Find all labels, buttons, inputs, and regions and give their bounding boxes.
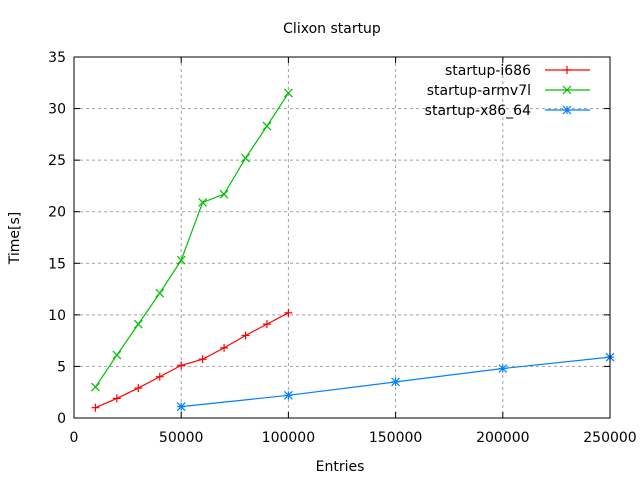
marker-stroke [219,189,229,199]
marker-stroke [176,402,186,412]
y-tick-label: 10 [48,308,66,324]
legend-marker [563,66,571,74]
marker-stroke [176,255,186,265]
data-point [112,350,122,360]
data-point [241,331,250,340]
chart-title: Clixon startup [283,21,381,37]
data-point [134,384,143,393]
plot-border [73,56,611,419]
data-point [241,153,250,163]
marker-stroke [283,390,293,400]
data-point [198,355,207,364]
data-point [498,364,508,373]
data-point [91,382,100,392]
marker-stroke [155,288,165,298]
y-tick-label: 0 [57,411,66,427]
data-point [112,394,121,403]
legend: startup-i686 startup-armv7l startup-x86_64 [425,63,590,119]
series-line [94,92,289,388]
marker-stroke [391,377,401,387]
marker-stroke [198,198,208,207]
data-point [262,121,272,131]
data-point [133,319,143,329]
data-point [91,403,100,412]
marker-stroke [283,88,293,98]
marker-stroke [112,350,122,360]
series-group [91,88,615,412]
data-point [177,361,186,370]
x-tick-label: 0 [70,430,79,446]
legend-label: startup-armv7l [427,83,531,99]
marker-stroke [91,382,100,392]
legend-marker [562,105,572,115]
y-tick-label: 20 [48,205,66,221]
y-tick-label: 15 [48,256,66,272]
data-point [176,255,186,265]
data-point [155,372,164,381]
marker-stroke [562,105,572,115]
data-point [219,189,229,199]
marker-stroke [262,121,272,131]
y-tick-label: 5 [57,359,66,375]
legend-label: startup-x86_64 [425,103,531,119]
data-point [283,390,293,400]
x-tick-label: 200000 [476,430,529,446]
y-tick-label: 30 [48,102,66,118]
x-axis-label: Entries [316,459,365,475]
data-point [284,308,293,317]
series-startup-armv7l [91,88,293,392]
data-point [262,320,271,329]
y-axis-label: Time[s] [7,212,23,265]
x-tick-label: 250000 [583,430,636,446]
marker-stroke [498,364,508,373]
x-tick-label: 100000 [262,430,315,446]
data-point [391,377,401,387]
series-line [95,312,289,409]
y-tick-label: 35 [48,50,66,66]
data-point [198,198,208,207]
legend-label: startup-i686 [445,63,531,79]
marker-stroke [562,85,572,95]
data-point [176,402,186,412]
series-startup-i686 [91,308,293,412]
series-startup-x86_64 [176,352,615,412]
data-point [155,288,165,298]
marker-stroke [133,319,143,329]
marker-stroke [241,153,250,163]
legend-marker [562,85,572,95]
x-tick-label: 150000 [369,430,422,446]
axis-ticks: 0 50000 100000 150000 200000 250000 0 5 10 15 20 25… [48,50,637,446]
x-tick-label: 50000 [159,430,204,446]
y-tick-label: 25 [48,153,66,169]
data-point [283,88,293,98]
data-point [220,343,229,352]
